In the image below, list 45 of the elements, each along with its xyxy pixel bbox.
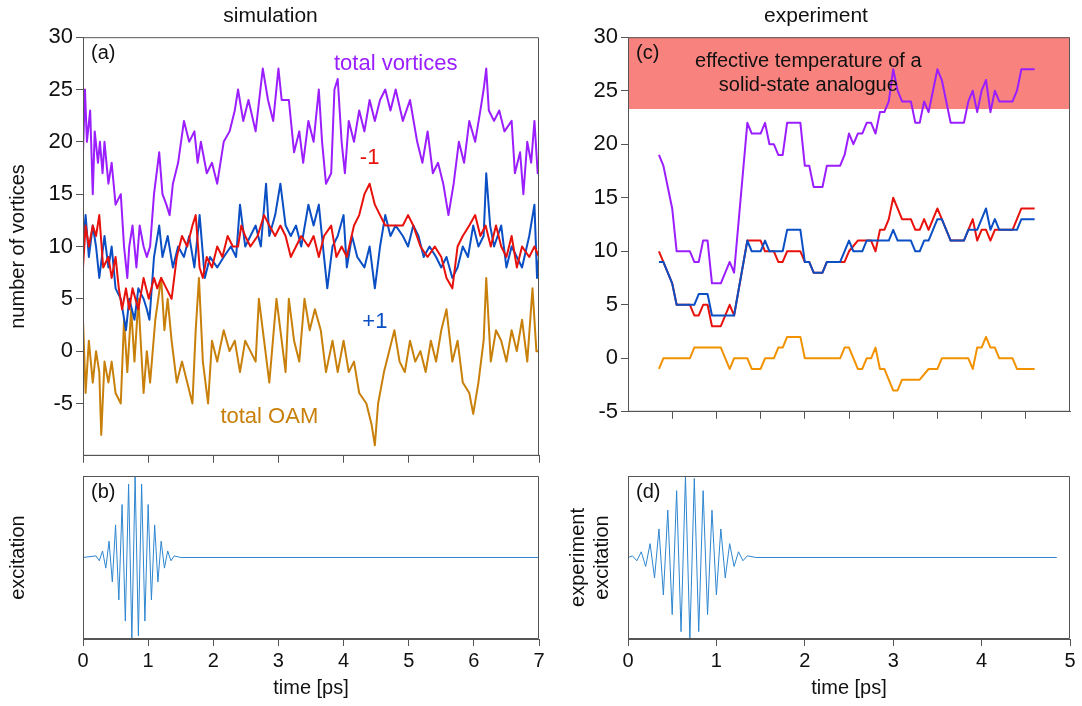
x-axis-title: time [ps] <box>273 675 349 698</box>
y-tick-label: 0 <box>60 337 73 363</box>
x-tick-label: 6 <box>468 648 480 671</box>
y-tick-label: -5 <box>53 389 73 415</box>
annotation: total OAM <box>220 402 319 428</box>
y-tick-label: 0 <box>605 344 618 370</box>
x-tick-label: 4 <box>976 648 988 671</box>
y-tick-label: 10 <box>48 232 73 258</box>
x-tick-label: 0 <box>622 648 634 671</box>
y-tick-label: 30 <box>48 23 73 49</box>
y-tick-label: 20 <box>593 130 618 156</box>
y-axis-title: excitation <box>5 515 28 600</box>
annotation: -1 <box>359 143 380 169</box>
y-tick-label: -5 <box>598 397 618 423</box>
y-tick-label: 25 <box>593 76 618 102</box>
annotation: (d) <box>636 479 661 502</box>
x-tick-label: 2 <box>207 648 219 671</box>
y-tick-label: 5 <box>605 290 618 316</box>
annotation: (c) <box>636 40 660 63</box>
annotation: (b) <box>91 479 116 502</box>
x-tick-label: 2 <box>799 648 811 671</box>
annotation: total vortices <box>333 49 458 75</box>
x-tick-label: 3 <box>272 648 284 671</box>
x-tick-label: 7 <box>533 648 545 671</box>
x-tick-label: 4 <box>338 648 350 671</box>
x-tick-label: 3 <box>887 648 899 671</box>
x-tick-label: 5 <box>403 648 415 671</box>
x-tick-label: 5 <box>1064 648 1076 671</box>
x-axis-title: time [ps] <box>811 675 887 698</box>
annotation: (a) <box>91 40 116 63</box>
y-tick-label: 10 <box>593 237 618 263</box>
chart-title: simulation <box>223 3 318 27</box>
annotation: +1 <box>362 308 388 334</box>
y-tick-label: 25 <box>48 75 73 101</box>
y-tick-label: 15 <box>48 180 73 206</box>
y-axis-title: experiment excitation <box>565 507 612 607</box>
y-tick-label: 30 <box>593 23 618 49</box>
y-tick-label: 20 <box>48 127 73 153</box>
y-axis-title: number of vortices <box>5 164 28 329</box>
y-tick-label: 15 <box>593 183 618 209</box>
y-tick-label: 5 <box>60 284 73 310</box>
x-tick-label: 1 <box>710 648 722 671</box>
chart-title: experiment <box>764 3 869 27</box>
x-tick-label: 1 <box>142 648 154 671</box>
x-tick-label: 0 <box>77 648 89 671</box>
